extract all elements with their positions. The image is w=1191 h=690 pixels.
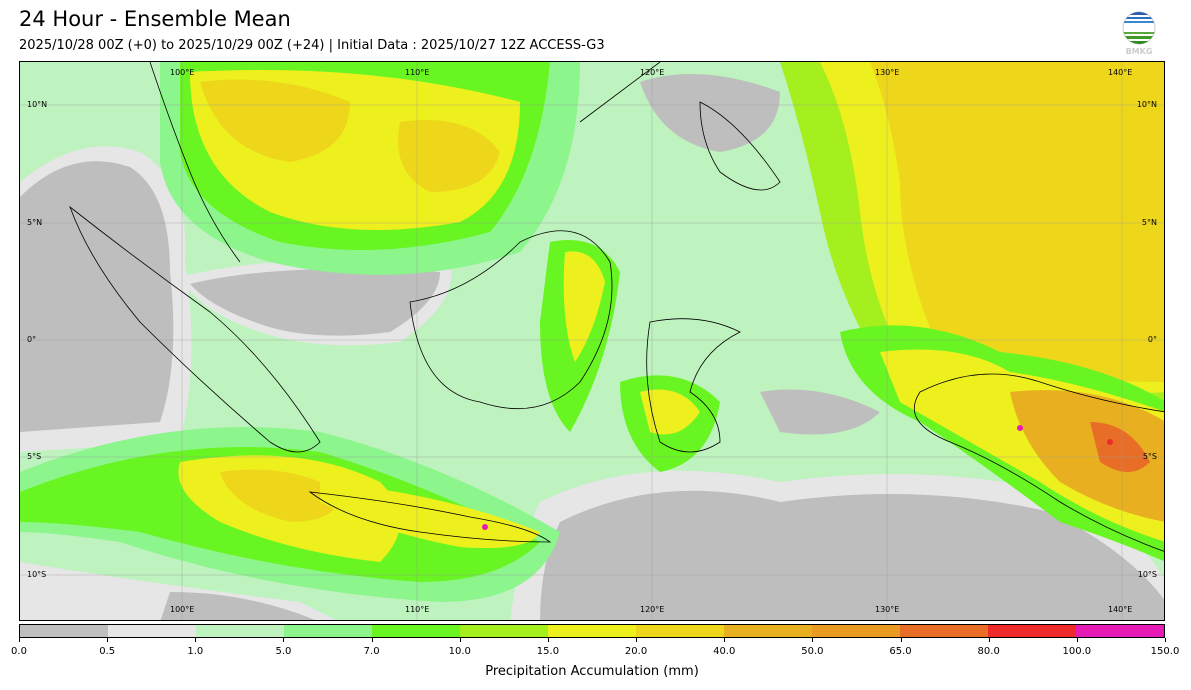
colorbar <box>19 624 1165 638</box>
colorbar-segment <box>196 625 284 637</box>
colorbar-segment <box>1076 625 1164 637</box>
lat-label-left: 10°S <box>27 570 47 579</box>
svg-text:BMKG: BMKG <box>1126 47 1153 56</box>
lat-label-right: 5°N <box>1141 218 1157 227</box>
map-title: 24 Hour - Ensemble Mean <box>19 7 291 31</box>
lon-label-top: 130°E <box>875 68 900 77</box>
lon-label-bottom: 140°E <box>1108 605 1133 614</box>
colorbar-tick <box>812 638 814 642</box>
lat-label-left: 5°S <box>27 452 42 461</box>
colorbar-tick-label: 10.0 <box>448 646 471 657</box>
colorbar-tick <box>1165 638 1166 642</box>
colorbar-tick <box>107 638 109 642</box>
colorbar-tick-label: 50.0 <box>801 646 824 657</box>
colorbar-tick-label: 15.0 <box>536 646 560 657</box>
colorbar-tick-label: 1.0 <box>187 646 204 657</box>
colorbar-tick <box>1076 638 1078 642</box>
lon-label-bottom: 130°E <box>875 605 900 614</box>
colorbar-segment <box>812 625 900 637</box>
colorbar-tick <box>724 638 726 642</box>
colorbar-tick-label: 40.0 <box>713 646 736 657</box>
map-subtitle: 2025/10/28 00Z (+0) to 2025/10/29 00Z (+… <box>19 38 605 53</box>
colorbar-tick <box>371 638 373 642</box>
lon-label-top: 100°E <box>170 68 195 77</box>
colorbar-tick-label: 20.0 <box>624 646 648 657</box>
colorbar-tick <box>988 638 990 642</box>
lat-label-right: 10°N <box>1136 100 1157 109</box>
lon-label-bottom: 120°E <box>640 605 665 614</box>
colorbar-tick-label: 0.0 <box>11 646 27 657</box>
colorbar-tick-label: 100.0 <box>1062 646 1092 657</box>
colorbar-tick-label: 65.0 <box>889 646 912 657</box>
colorbar-tick <box>636 638 638 642</box>
colorbar-tick <box>283 638 285 642</box>
colorbar-tick <box>459 638 461 642</box>
lat-label-left: 10°N <box>27 100 48 109</box>
lon-label-bottom: 100°E <box>170 605 195 614</box>
lat-label-right: 5°S <box>1142 452 1157 461</box>
colorbar-segment <box>108 625 196 637</box>
colorbar-segment <box>724 625 812 637</box>
colorbar-tick <box>900 638 902 642</box>
lon-label-top: 120°E <box>640 68 665 77</box>
colorbar-segment <box>20 625 108 637</box>
colorbar-tick-label: 80.0 <box>977 646 1000 657</box>
colorbar-tick <box>19 638 20 642</box>
colorbar-tick-label: 0.5 <box>99 646 116 657</box>
colorbar-tick-label: 150.0 <box>1150 646 1180 657</box>
lat-label-left: 5°N <box>27 218 43 227</box>
lat-label-left: 0° <box>27 335 37 344</box>
colorbar-segment <box>548 625 636 637</box>
lat-label-right: 0° <box>1147 335 1157 344</box>
colorbar-tick <box>195 638 197 642</box>
colorbar-segment <box>988 625 1076 637</box>
colorbar-segment <box>372 625 460 637</box>
colorbar-tick-label: 5.0 <box>275 646 292 657</box>
colorbar-segment <box>284 625 372 637</box>
lat-label-right: 10°S <box>1137 570 1157 579</box>
colorbar-label: Precipitation Accumulation (mm) <box>485 664 699 679</box>
precipitation-map: 100°E 110°E 120°E 130°E 140°E 100°E 110°… <box>19 61 1165 621</box>
colorbar-segment <box>636 625 724 637</box>
lon-label-bottom: 110°E <box>405 605 430 614</box>
lon-label-top: 110°E <box>405 68 430 77</box>
colorbar-segment <box>900 625 988 637</box>
colorbar-tick <box>547 638 549 642</box>
colorbar-tick-label: 7.0 <box>363 646 380 657</box>
colorbar-segment <box>460 625 548 637</box>
bmkg-logo: BMKG <box>1118 10 1160 56</box>
lon-label-top: 140°E <box>1108 68 1133 77</box>
